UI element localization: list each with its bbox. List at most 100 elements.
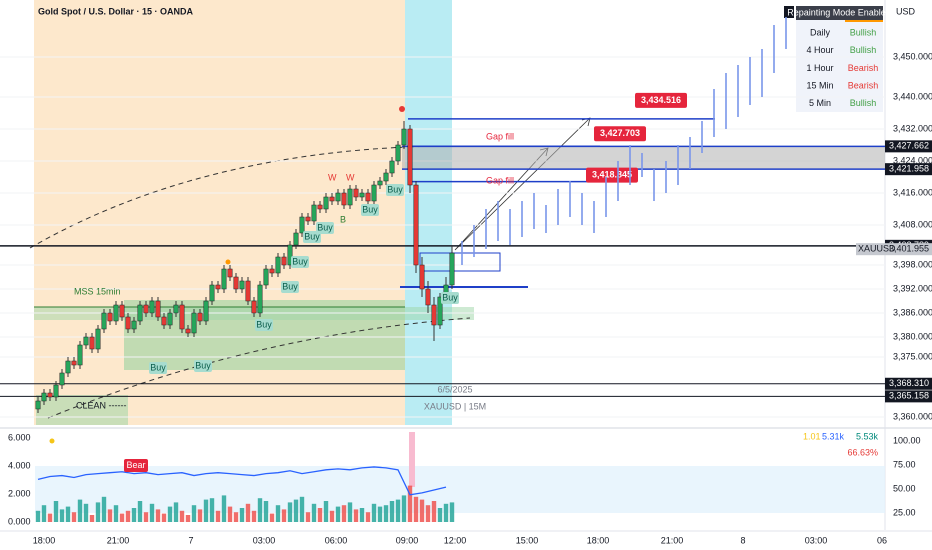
signal-label: Buy [317, 222, 333, 232]
table-timeframe: 1 Hour [806, 63, 833, 73]
y-tick-label: 6.000 [8, 432, 31, 442]
osc-bar [59, 509, 65, 522]
candle-body [449, 252, 455, 286]
level-label: 3,368.310 [889, 378, 929, 388]
x-tick-label: 18:00 [587, 535, 610, 545]
candle-body [389, 160, 395, 174]
signal-tag [281, 281, 299, 293]
candle-body [89, 336, 95, 350]
candle-body [65, 360, 71, 374]
osc-bar [263, 501, 269, 522]
osc-bar [305, 512, 311, 522]
osc-bar [77, 499, 83, 522]
osc-bar [311, 503, 317, 522]
osc-line [37, 466, 447, 496]
y-tick-label: 3,360.000 [893, 411, 932, 421]
signal-label: Buy [292, 256, 308, 266]
candle-body [227, 268, 233, 278]
signal-tag [316, 222, 334, 234]
candle-body [83, 336, 89, 346]
candle-body [143, 304, 149, 314]
osc-bar [221, 495, 227, 522]
last-price-label: 3,401.955 [889, 244, 929, 254]
candle-body [41, 392, 47, 402]
level-tag [885, 163, 932, 176]
candle-body [395, 144, 401, 162]
y-tick-label: 3,386.000 [893, 307, 932, 317]
chart-title: Gold Spot / U.S. Dollar · 15 · OANDA [38, 6, 194, 16]
candle-body [281, 256, 287, 266]
y-tick-label: 3,450.000 [893, 51, 932, 61]
osc-bar [47, 513, 53, 522]
candle-body [341, 192, 347, 206]
candle-body [173, 304, 179, 314]
x-tick-label: 21:00 [661, 535, 684, 545]
osc-bar [407, 485, 413, 522]
osc-bar [383, 505, 389, 522]
stat-label: 66.63% [847, 447, 878, 457]
osc-bar [329, 510, 335, 522]
table-timeframe: 15 Min [806, 80, 833, 90]
candle-body [431, 304, 437, 326]
symbol-label: XAUUSD | 15M [424, 401, 486, 411]
currency: USD [896, 6, 916, 16]
candle-body [161, 316, 167, 326]
y2-tick-label: 25.00 [893, 507, 916, 517]
pivot-dot [399, 106, 405, 112]
x-tick-label: 09:00 [396, 535, 419, 545]
osc-bar [167, 506, 173, 522]
osc-bar [209, 498, 215, 522]
level-tag [885, 390, 932, 403]
signal-tag [149, 362, 167, 374]
candle-body [221, 268, 227, 290]
osc-bar [341, 505, 347, 522]
pivot-dot [225, 259, 231, 265]
x-tick-label: 21:00 [107, 535, 130, 545]
stat-label: 5.53k [856, 431, 879, 441]
gap-fill-label: Gap fill [486, 175, 514, 185]
candle-body [185, 328, 191, 334]
demand-zone [36, 395, 128, 425]
gap-fill-label: Gap fill [486, 131, 514, 141]
table-trend: Bullish [850, 45, 877, 55]
target-tag [586, 167, 638, 183]
x-tick-label: 03:00 [253, 535, 276, 545]
candle-body [287, 244, 293, 266]
y-tick-label: 0.000 [8, 516, 31, 526]
candle-body [203, 300, 209, 322]
gap-box [402, 146, 885, 170]
osc-bar [125, 510, 131, 522]
candle-body [101, 312, 107, 330]
w-label: W [328, 172, 337, 182]
osc-bar [71, 512, 77, 522]
candle-body [107, 312, 113, 322]
osc-bar [293, 499, 299, 522]
candle-body [263, 268, 269, 286]
target-tag [635, 92, 687, 108]
osc-bar [287, 502, 293, 522]
osc-bar [101, 496, 107, 522]
candle-body [149, 300, 155, 314]
indicator-icon [784, 6, 794, 18]
osc-bar [35, 510, 41, 522]
osc-highlight [409, 432, 415, 487]
x-tick-label: 15:00 [516, 535, 539, 545]
y-tick-label: 3,424.000 [893, 155, 932, 165]
osc-bar [89, 515, 95, 522]
candle-body [437, 296, 443, 326]
signal-label: Buy [362, 204, 378, 214]
osc-bar [53, 501, 59, 522]
candle-body [95, 328, 101, 350]
candle-body [269, 268, 275, 274]
table-header [796, 6, 883, 20]
y-tick-label: 3,375.000 [893, 351, 932, 361]
stat-label: 1.01 [803, 431, 821, 441]
osc-bar [251, 510, 257, 522]
osc-bar [113, 505, 119, 522]
candle-body [77, 344, 83, 366]
y2-tick-label: 100.00 [893, 435, 921, 445]
candle-body [377, 180, 383, 186]
x-tick-label: 06 [877, 535, 887, 545]
table-timeframe: 5 Min [809, 98, 831, 108]
candle-body [125, 316, 131, 330]
